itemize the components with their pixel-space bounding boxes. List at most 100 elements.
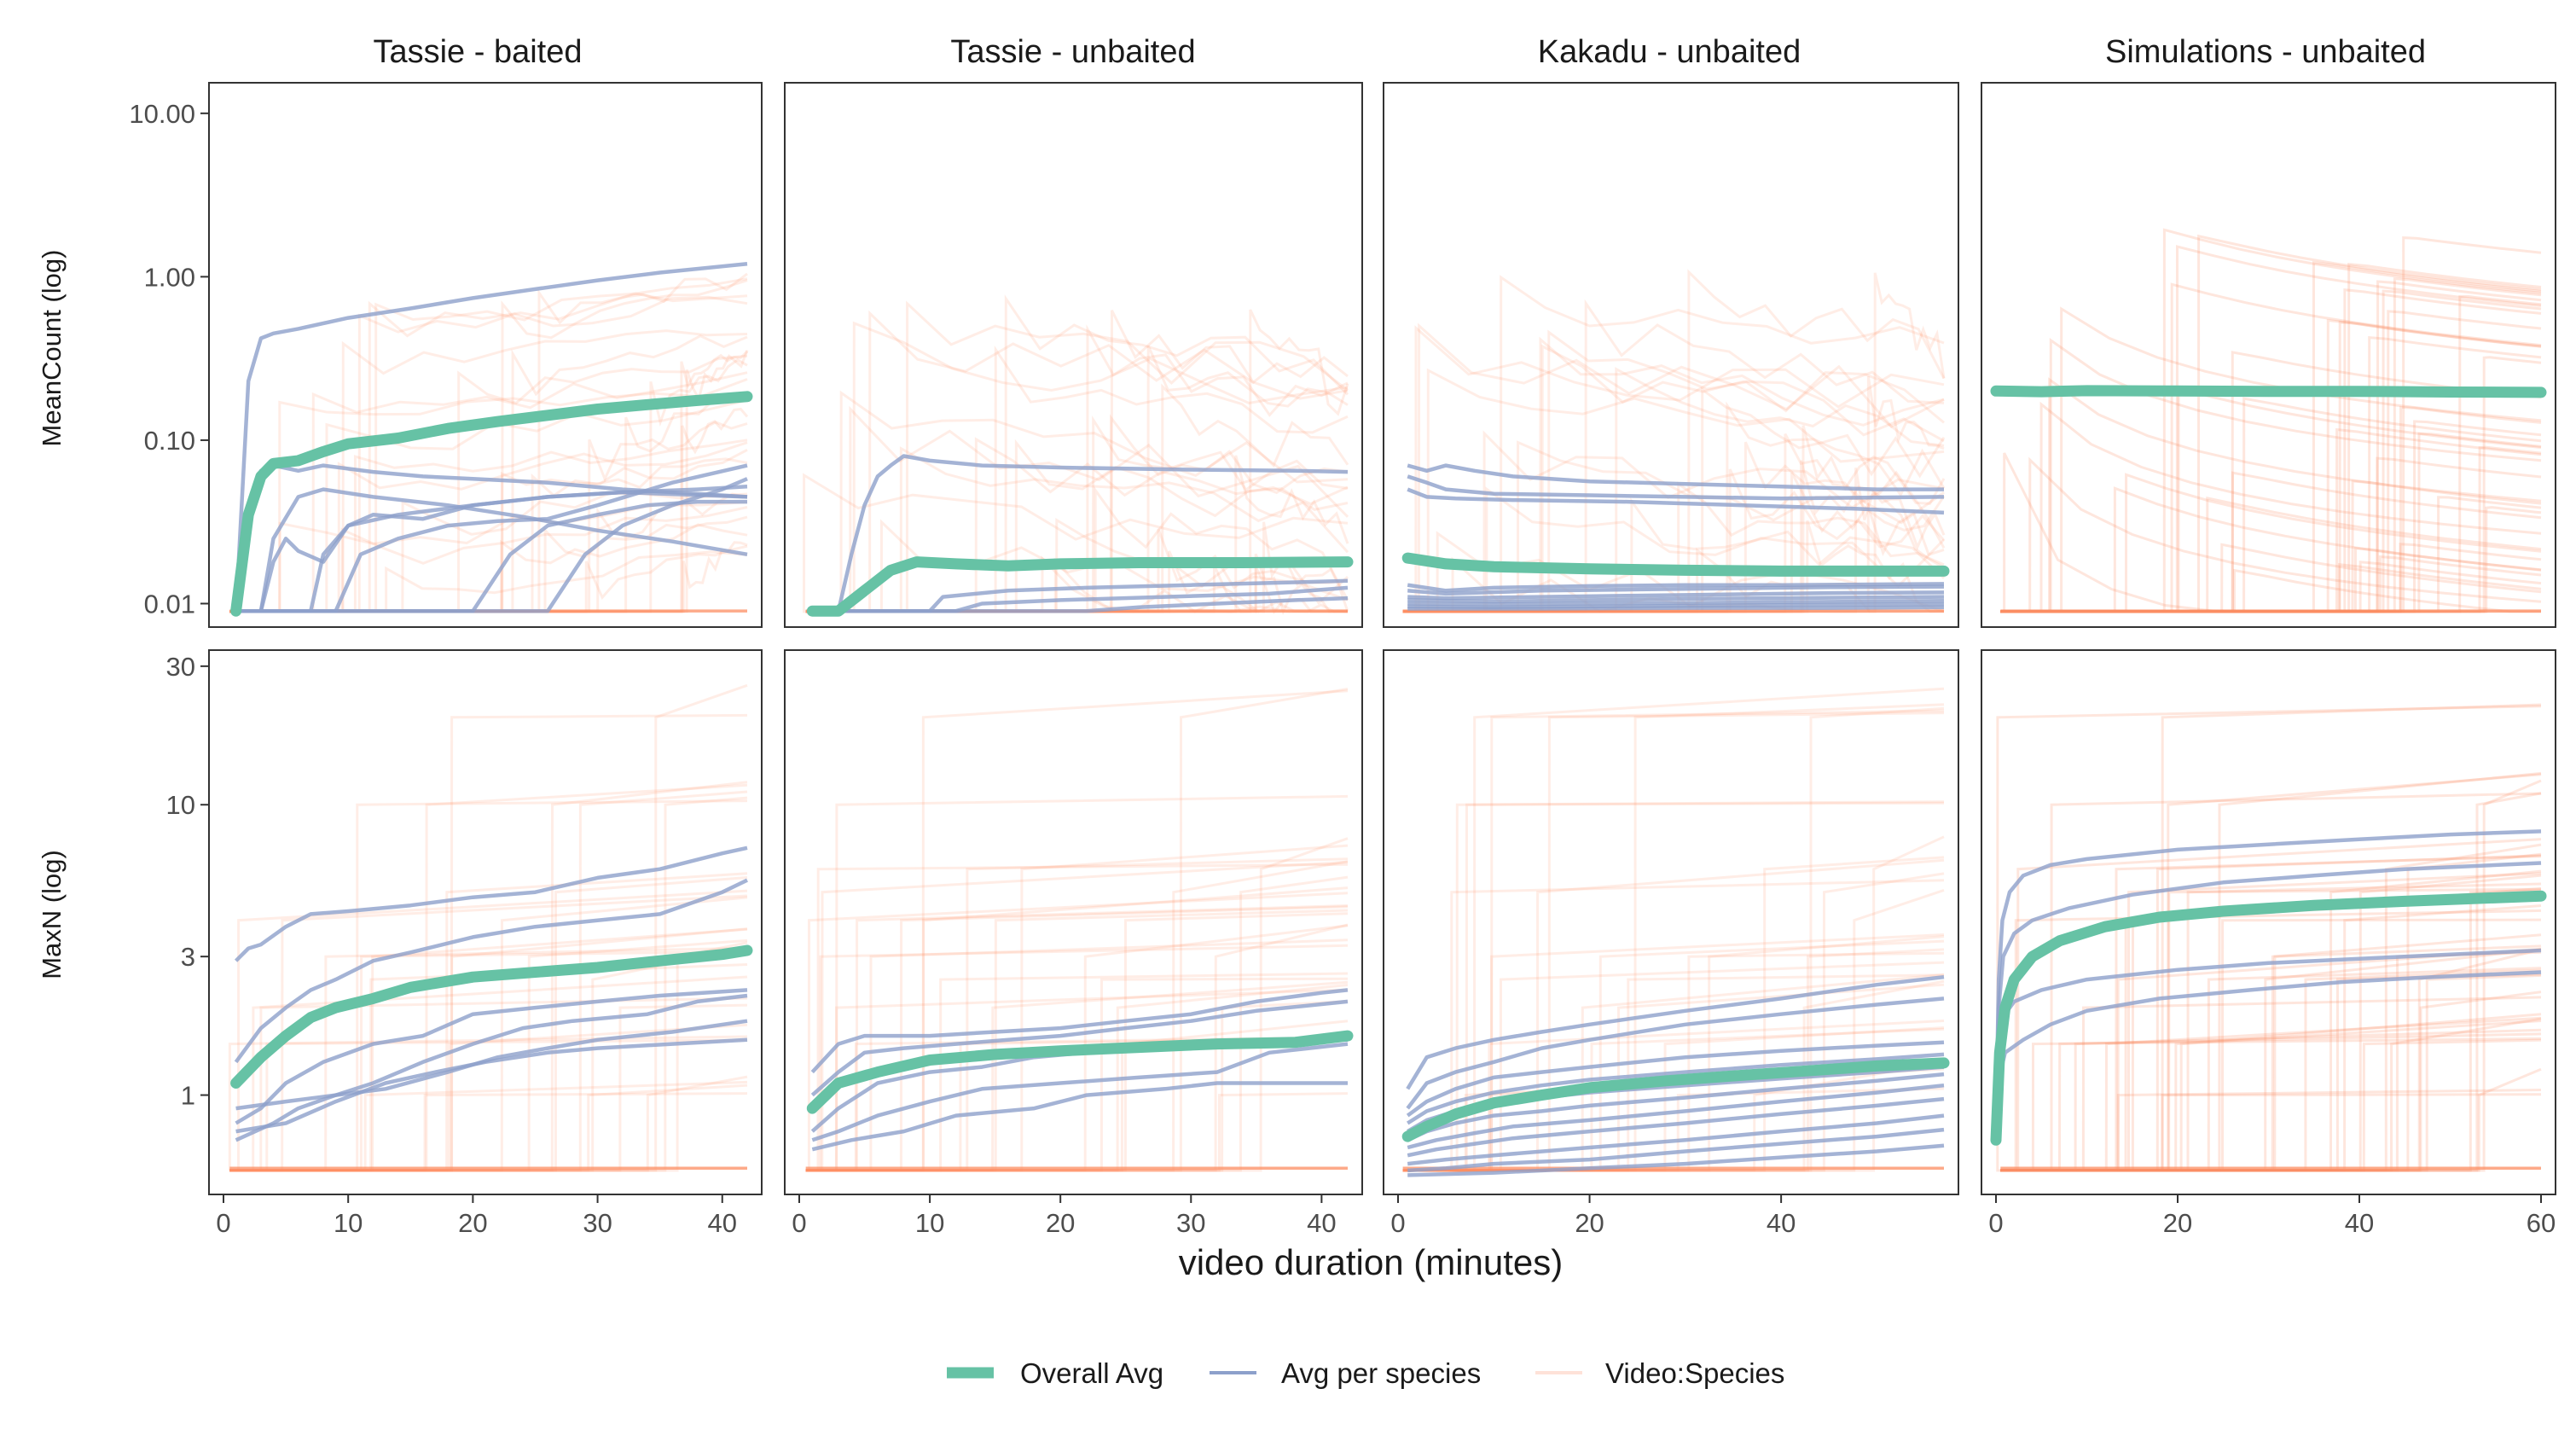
video-species-line (229, 439, 748, 613)
video-species-line (805, 909, 1349, 1172)
video-species-line (805, 794, 1349, 1172)
panel-border (1383, 649, 1959, 1195)
avg-per-species-line (234, 261, 748, 612)
video-species-line (805, 310, 1349, 613)
video-species-line (805, 1092, 1349, 1172)
video-species-line (805, 860, 1349, 1172)
y-tick-label: 1.00 (144, 262, 195, 292)
video-species-line (805, 345, 1349, 613)
avg-per-species-line (1407, 1113, 1945, 1166)
avg-per-species-line (234, 878, 748, 1064)
panel-r2-c2: 0 10 20 30 40 (784, 649, 1363, 1238)
video-species-line (229, 329, 748, 613)
video-species-line (2000, 1093, 2542, 1172)
avg-per-species-line (1407, 487, 1945, 515)
legend: Overall Avg Avg per species Video:Specie… (947, 1357, 1784, 1389)
legend-label-avg-per-species: Avg per species (1281, 1357, 1481, 1389)
video-species-line (2000, 869, 2542, 1172)
avg-per-species-line (1407, 1143, 1945, 1177)
video-species-line (2000, 1032, 2542, 1172)
video-species-line (229, 790, 748, 1172)
x-tick-label: 20 (1046, 1208, 1075, 1238)
video-species-line (805, 689, 1349, 1172)
video-species-line (2000, 543, 2542, 613)
video-species-line (2000, 228, 2542, 613)
video-species-line (805, 294, 1349, 613)
video-species-line (229, 950, 748, 1172)
video-species-line (805, 310, 1349, 613)
video-species-line (805, 446, 1349, 613)
y-tick-label: 30 (166, 652, 195, 682)
video-species-line (1402, 888, 1945, 1172)
video-species-line (2000, 338, 2542, 613)
x-tick-label: 10 (334, 1208, 363, 1238)
video-species-line (2000, 948, 2542, 1172)
x-tick-label: 0 (1988, 1208, 2003, 1238)
video-species-line (229, 713, 748, 1172)
video-species-line (2000, 852, 2542, 1172)
video-species-line (805, 923, 1349, 1172)
facet-strip-titles: Tassie - baited Tassie - unbaited Kakadu… (373, 34, 2426, 70)
panel-plot-area (802, 294, 1354, 617)
video-species-line (1402, 933, 1945, 1172)
avg-per-species-line (1407, 1083, 1945, 1150)
video-species-line (1402, 322, 1945, 613)
video-species-line (229, 781, 748, 1172)
panel-border (784, 82, 1363, 628)
video-species-line (2000, 496, 2542, 613)
y-axis-label-bottom: MaxN (log) (37, 850, 67, 979)
panel-r1-c1: 10.00 1.00 0.10 0.01 (129, 82, 763, 628)
avg-per-species-line (1993, 970, 2542, 1141)
video-species-line (2000, 887, 2542, 1172)
video-species-line (2000, 486, 2542, 613)
avg-per-species-line (1407, 1096, 1945, 1158)
video-species-line (805, 439, 1349, 613)
x-tick-label: 40 (1307, 1208, 1336, 1238)
video-species-line (805, 972, 1349, 1172)
video-species-line (1402, 275, 1945, 613)
video-species-line (2000, 277, 2542, 613)
y-tick-label: 0.01 (144, 589, 195, 619)
video-species-line (2000, 245, 2542, 613)
video-species-line (805, 1000, 1349, 1172)
video-species-line (2000, 792, 2542, 1172)
video-species-line (2000, 948, 2542, 1172)
video-species-line (229, 544, 748, 613)
video-species-line (229, 407, 749, 613)
video-species-line (229, 996, 748, 1172)
video-species-line (229, 354, 748, 613)
avg-per-species-line (810, 988, 1349, 1074)
video-species-line (1402, 375, 1945, 613)
video-species-line (1402, 401, 1946, 613)
strip-title-4: Simulations - unbaited (2105, 34, 2426, 70)
x-tick-label: 60 (2527, 1208, 2556, 1238)
video-species-line (2000, 294, 2542, 613)
video-species-line (2000, 282, 2542, 613)
video-species-line (805, 1037, 1349, 1172)
video-species-line (2000, 473, 2542, 613)
avg-per-species-line (1406, 974, 1945, 1090)
video-species-line (805, 486, 1349, 613)
video-species-line (805, 857, 1349, 1172)
video-species-line (1402, 272, 1946, 613)
video-species-line (2000, 889, 2542, 1172)
video-species-line (2000, 854, 2542, 1172)
video-species-line (2000, 563, 2542, 613)
video-species-line (2000, 506, 2542, 613)
video-species-line (2000, 288, 2542, 613)
video-species-line (1402, 299, 1945, 613)
video-species-line (229, 378, 748, 613)
avg-per-species-line (1407, 474, 1945, 501)
video-species-line (2000, 261, 2542, 613)
video-species-line (2000, 838, 2542, 1172)
avg-per-species-line (1406, 996, 1945, 1110)
video-species-line (1402, 712, 1945, 1172)
panel-plot-area (1401, 269, 1950, 613)
video-species-line (2000, 320, 2542, 613)
avg-per-species-line (1407, 605, 1945, 611)
overall-avg-line (1401, 1057, 1950, 1142)
video-species-line (2000, 262, 2542, 613)
video-species-line (2000, 950, 2542, 1172)
avg-per-species-line (1407, 590, 1945, 601)
avg-per-species-line (810, 999, 1349, 1097)
